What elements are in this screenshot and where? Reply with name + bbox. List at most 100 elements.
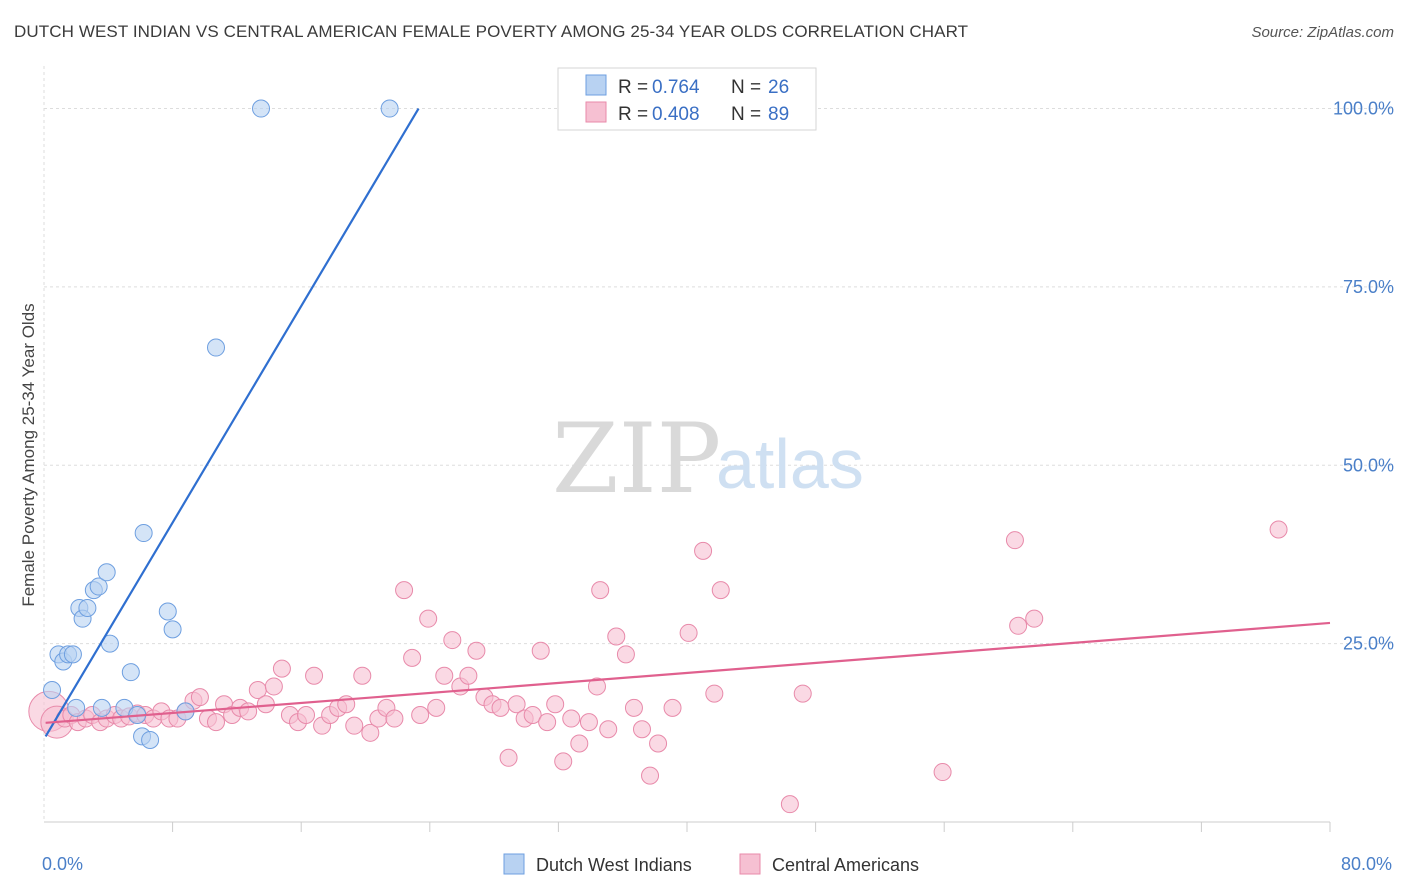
dutch-west-indian-point-15 <box>121 663 140 682</box>
dutch-west-indian-point-10 <box>89 577 108 596</box>
central-american-point-57 <box>491 698 510 717</box>
central-american-point-44 <box>385 709 404 728</box>
central-american-point-75 <box>632 720 651 739</box>
central-american-point-86 <box>1005 531 1024 550</box>
central-american-point-71 <box>599 720 618 739</box>
chart-title: DUTCH WEST INDIAN VS CENTRAL AMERICAN FE… <box>14 22 969 41</box>
central-american-point-64 <box>546 695 565 714</box>
legend-swatch-pink <box>585 101 607 123</box>
central-american-point-67 <box>570 734 589 753</box>
x-ticks <box>172 822 1331 832</box>
central-american-point-66 <box>562 709 581 728</box>
y-tick-label-3: 100.0% <box>1333 99 1394 119</box>
watermark-atlas: atlas <box>716 425 864 503</box>
central-american-point-88 <box>1025 609 1044 628</box>
central-american-point-29 <box>264 677 283 696</box>
central-american-point-59 <box>507 695 526 714</box>
legend-n-label-pink: N = <box>731 104 761 125</box>
dutch-west-indian-point-12 <box>97 563 116 582</box>
dutch-west-indian-point-19 <box>141 730 160 749</box>
central-american-point-72 <box>607 627 626 646</box>
y-tick-label-0: 25.0% <box>1343 634 1394 654</box>
central-american-point-69 <box>587 677 606 696</box>
legend-r-label-blue: R = <box>618 77 648 98</box>
y-tick-label-2: 75.0% <box>1343 277 1394 297</box>
central-american-point-78 <box>663 698 682 717</box>
dutch-west-indians-points <box>43 99 399 749</box>
central-american-point-46 <box>403 648 422 667</box>
watermark-zip: ZIP <box>552 403 721 515</box>
central-american-point-40 <box>353 666 372 685</box>
bottom-legend-label-pink: Central Americans <box>772 855 919 875</box>
central-american-point-53 <box>459 666 478 685</box>
central-american-point-41 <box>361 723 380 742</box>
y-tick-label-1: 50.0% <box>1343 455 1394 475</box>
bottom-legend: Dutch West Indians Central Americans <box>503 853 919 875</box>
central-american-point-79 <box>679 623 698 642</box>
bottom-legend-swatch-pink <box>739 853 761 875</box>
bottom-legend-label-blue: Dutch West Indians <box>536 855 692 875</box>
central-american-point-84 <box>780 795 799 814</box>
central-american-point-54 <box>467 641 486 660</box>
dutch-west-indian-point-11 <box>92 698 111 717</box>
central-american-point-39 <box>345 716 364 735</box>
dutch-west-indian-point-25 <box>380 99 399 118</box>
legend-r-value-pink: 0.408 <box>652 104 700 125</box>
central-american-point-80 <box>694 541 713 560</box>
central-american-point-76 <box>641 766 660 785</box>
dutch-west-indian-point-24 <box>252 99 271 118</box>
legend-n-value-blue: 26 <box>768 77 789 98</box>
central-american-point-20 <box>190 688 209 707</box>
central-american-point-74 <box>624 698 643 717</box>
dutch-west-indian-point-4 <box>63 645 82 664</box>
legend: R = 0.764 N = 26 R = 0.408 N = 89 <box>557 67 817 131</box>
central-american-point-85 <box>933 763 952 782</box>
central-american-point-83 <box>793 684 812 703</box>
central-american-point-30 <box>272 659 291 678</box>
x-tick-label-min: 0.0% <box>42 854 83 874</box>
central-american-point-82 <box>711 581 730 600</box>
y-axis-label: Female Poverty Among 25-34 Year Olds <box>19 303 38 606</box>
dutch-west-indian-point-18 <box>134 524 153 543</box>
central-american-point-34 <box>305 666 324 685</box>
central-american-point-51 <box>443 631 462 650</box>
central-american-point-65 <box>554 752 573 771</box>
central-american-point-87 <box>1009 616 1028 635</box>
central-american-point-89 <box>1269 520 1288 539</box>
legend-n-value-pink: 89 <box>768 104 789 125</box>
central-american-point-49 <box>427 698 446 717</box>
legend-r-label-pink: R = <box>618 104 648 125</box>
dutch-west-indian-point-20 <box>158 602 177 621</box>
central-american-point-81 <box>705 684 724 703</box>
central-american-point-70 <box>591 581 610 600</box>
central-americans-trend-line <box>45 621 1331 724</box>
x-tick-label-max: 80.0% <box>1341 854 1392 874</box>
legend-n-label-blue: N = <box>731 77 761 98</box>
dutch-west-indian-point-21 <box>163 620 182 639</box>
central-american-point-58 <box>499 748 518 767</box>
central-american-point-48 <box>419 609 438 628</box>
central-american-point-77 <box>649 734 668 753</box>
dutch-west-indian-point-5 <box>67 698 86 717</box>
dutch-west-indian-point-8 <box>78 598 97 617</box>
central-american-point-47 <box>411 705 430 724</box>
watermark: ZIP atlas <box>552 403 864 515</box>
legend-r-value-blue: 0.764 <box>652 77 700 98</box>
central-american-point-61 <box>523 705 542 724</box>
central-american-point-22 <box>207 713 226 732</box>
central-american-point-68 <box>579 713 598 732</box>
central-american-point-73 <box>616 645 635 664</box>
central-american-point-26 <box>239 702 258 721</box>
dutch-west-indian-point-0 <box>43 681 62 700</box>
legend-swatch-blue <box>585 74 607 96</box>
central-american-point-33 <box>297 705 316 724</box>
chart-source: Source: ZipAtlas.com <box>1251 24 1394 41</box>
dutch-west-indian-point-23 <box>207 338 226 357</box>
central-american-point-50 <box>435 666 454 685</box>
central-american-point-62 <box>531 641 550 660</box>
bottom-legend-swatch-blue <box>503 853 525 875</box>
central-american-point-45 <box>395 581 414 600</box>
central-american-point-63 <box>538 713 557 732</box>
dutch-west-indians-trend-line <box>44 107 420 737</box>
